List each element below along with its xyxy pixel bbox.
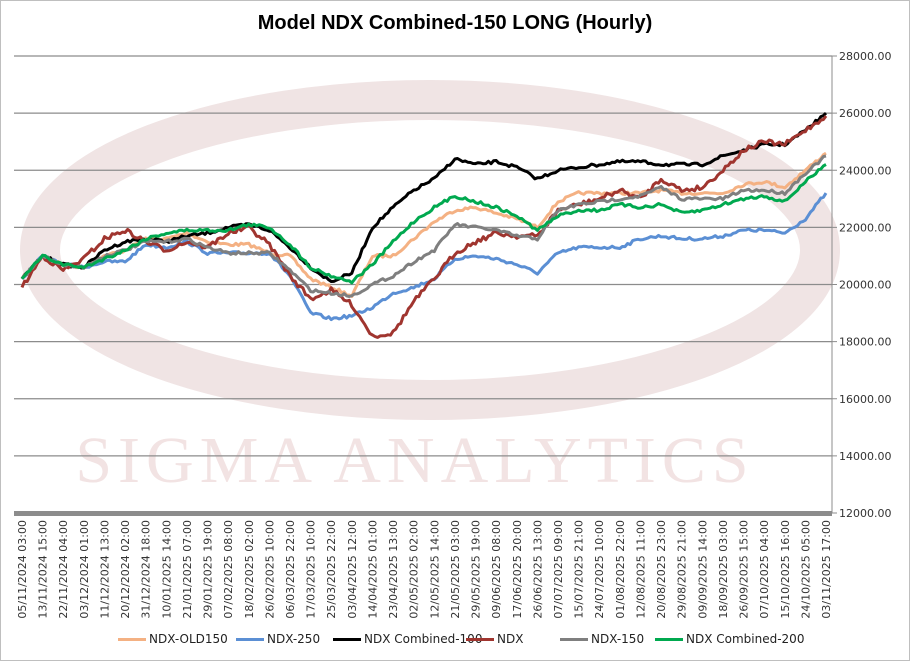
legend-swatch (560, 637, 588, 641)
x-tick-label: 17/03/2025 10:00 (305, 520, 318, 619)
x-tick-label: 03/12/2024 01:00 (78, 520, 91, 619)
x-tick-label: 09/09/2025 14:00 (696, 520, 709, 619)
y-tick-label: 16000.00 (839, 393, 892, 406)
x-tick-label: 26/02/2025 10:00 (263, 520, 276, 619)
x-tick-label: 10/01/2025 14:00 (160, 520, 173, 619)
x-tick-label: 01/08/2025 22:00 (614, 520, 627, 619)
x-tick-label: 20/12/2024 02:00 (119, 520, 132, 619)
x-tick-label: 07/02/2025 08:00 (222, 520, 235, 619)
legend-label: NDX Combined-200 (686, 632, 805, 646)
y-tick-label: 14000.00 (839, 450, 892, 463)
watermark-swoosh-icon (20, 80, 840, 420)
x-tick-label: 29/08/2025 21:00 (676, 520, 689, 619)
legend-label: NDX (497, 632, 524, 646)
y-tick-label: 12000.00 (839, 507, 892, 520)
legend-item: NDX-250 (236, 632, 320, 646)
legend-label: NDX-150 (591, 632, 645, 646)
y-tick-label: 26000.00 (839, 107, 892, 120)
legend-label: NDX-OLD150 (149, 632, 228, 646)
legend-item: NDX-OLD150 (118, 632, 228, 646)
legend-label: NDX-250 (267, 632, 321, 646)
x-tick-label: 18/02/2025 02:00 (243, 520, 256, 619)
legend-swatch (655, 637, 683, 641)
x-axis (14, 511, 832, 516)
legend-swatch (333, 637, 361, 641)
watermark-text: SIGMA ANALYTICS (75, 424, 754, 497)
x-tick-label: 20/08/2025 23:00 (655, 520, 668, 619)
y-tick-label: 28000.00 (839, 50, 892, 63)
x-tick-label: 24/10/2025 05:00 (799, 520, 812, 619)
x-tick-label: 13/11/2024 15:00 (37, 520, 50, 619)
x-tick-label: 17/06/2025 20:00 (511, 520, 524, 619)
x-tick-label: 03/04/2025 12:00 (346, 520, 359, 619)
y-tick-label: 18000.00 (839, 336, 892, 349)
chart-title: Model NDX Combined-150 LONG (Hourly) (257, 12, 653, 34)
x-tick-label: 05/11/2024 03:00 (16, 520, 29, 619)
legend-item: NDX Combined-200 (655, 632, 804, 646)
x-tick-label: 15/10/2025 16:00 (779, 520, 792, 619)
x-tick-label: 18/09/2025 03:00 (717, 520, 730, 619)
x-tick-label: 21/05/2025 03:00 (449, 520, 462, 619)
x-tick-label: 14/04/2025 01:00 (366, 520, 379, 619)
x-tick-label: 22/11/2024 04:00 (57, 520, 70, 619)
series-line-ndx (20, 115, 828, 339)
series-line-ndx-combined-100 (20, 112, 828, 283)
x-tick-label: 12/05/2025 14:00 (428, 520, 441, 619)
y-tick-label: 24000.00 (839, 164, 892, 177)
x-tick-label: 12/08/2025 11:00 (634, 520, 647, 619)
x-tick-label: 03/11/2025 17:00 (820, 520, 833, 619)
x-tick-label: 31/12/2024 18:00 (140, 520, 153, 619)
series-line-ndx-150 (20, 154, 827, 298)
x-tick-label: 21/01/2025 07:00 (181, 520, 194, 619)
x-tick-label: 07/10/2025 04:00 (758, 520, 771, 619)
x-tick-label: 26/09/2025 15:00 (738, 520, 751, 619)
legend-label: NDX Combined-100 (364, 632, 483, 646)
x-tick-label: 25/03/2025 22:00 (325, 520, 338, 619)
x-tick-label: 29/05/2025 19:00 (470, 520, 483, 619)
legend-swatch (118, 637, 146, 641)
x-tick-label: 15/07/2025 21:00 (573, 520, 586, 619)
legend: NDX-OLD150 NDX-250 NDX Combined-100 NDX NDX-… (0, 632, 910, 650)
series-line-ndx-250 (21, 192, 828, 322)
x-tick-label: 11/12/2024 13:00 (98, 520, 111, 619)
x-tick-label: 26/06/2025 13:00 (531, 520, 544, 619)
x-tick-label: 07/07/2025 09:00 (552, 520, 565, 619)
watermark: SIGMA ANALYTICS (20, 80, 840, 497)
x-tick-label: 06/03/2025 22:00 (284, 520, 297, 619)
y-tick-label: 20000.00 (839, 279, 892, 292)
legend-item: NDX Combined-100 (333, 632, 482, 646)
legend-item: NDX-150 (560, 632, 644, 646)
legend-swatch (466, 637, 494, 641)
series-line-ndx-old150 (20, 151, 827, 298)
x-tick-label: 29/01/2025 19:00 (202, 520, 215, 619)
legend-item: NDX (466, 632, 523, 646)
x-tick-label: 09/06/2025 08:00 (490, 520, 503, 619)
series-line-ndx-combined-200 (20, 163, 827, 285)
y-tick-label: 22000.00 (839, 221, 892, 234)
x-tick-label: 24/07/2025 10:00 (593, 520, 606, 619)
x-tick-label: 23/04/2025 13:00 (387, 520, 400, 619)
x-tick-label: 02/05/2025 02:00 (408, 520, 421, 619)
legend-swatch (236, 637, 264, 641)
